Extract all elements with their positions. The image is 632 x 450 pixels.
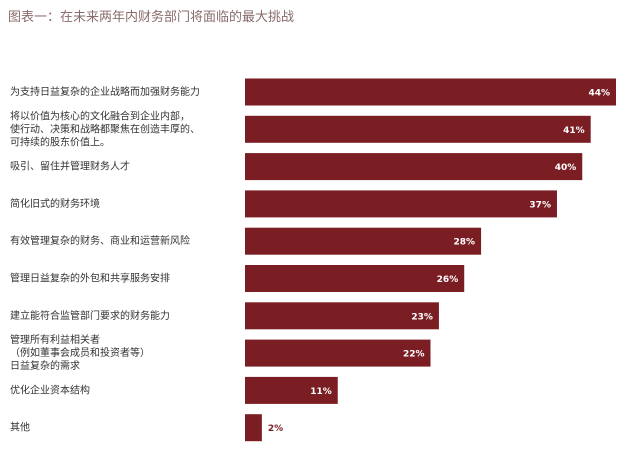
category-label-4: 简化旧式的财务环境: [10, 197, 100, 210]
value-label-9: 11%: [310, 387, 332, 397]
value-label-10: 2%: [268, 424, 283, 434]
bar-2: [245, 115, 591, 143]
bar-3: [245, 153, 583, 181]
category-label-6: 管理日益复杂的外包和共享服务安排: [10, 272, 170, 285]
bar-9: [245, 376, 338, 404]
category-label-7: 建立能符合监管部门要求的财务能力: [10, 309, 170, 322]
value-label-2: 41%: [563, 126, 585, 136]
value-label-1: 44%: [588, 89, 610, 99]
bar-7: [245, 302, 439, 330]
category-label-1: 为支持日益复杂的企业战略而加强财务能力: [10, 85, 200, 98]
value-label-5: 28%: [454, 238, 476, 248]
chart-title: 图表一：在未来两年内财务部门将面临的最大挑战: [8, 10, 295, 25]
category-label-5: 有效管理复杂的财务、商业和运营新风险: [10, 234, 190, 247]
bar-5: [245, 227, 482, 255]
category-label-8: 管理所有利益相关者（例如董事会成员和投资者等）日益复杂的需求: [10, 333, 150, 372]
bar-8: [245, 339, 431, 367]
value-label-6: 26%: [437, 275, 459, 285]
category-label-9: 优化企业资本结构: [10, 383, 90, 396]
bar-10: [245, 414, 262, 442]
bar-1: [245, 78, 616, 106]
bar-6: [245, 265, 465, 292]
value-label-4: 37%: [529, 200, 551, 210]
value-label-8: 22%: [403, 350, 425, 360]
category-label-2: 将以价值为核心的文化融合到企业内部，使行动、决策和战略都聚焦在创造丰厚的、可持续…: [10, 109, 200, 148]
category-label-3: 吸引、留住并管理财务人才: [10, 160, 130, 173]
value-label-3: 40%: [555, 163, 577, 173]
value-label-7: 23%: [411, 312, 433, 322]
category-label-10: 其他: [10, 421, 30, 434]
bar-4: [245, 190, 557, 218]
